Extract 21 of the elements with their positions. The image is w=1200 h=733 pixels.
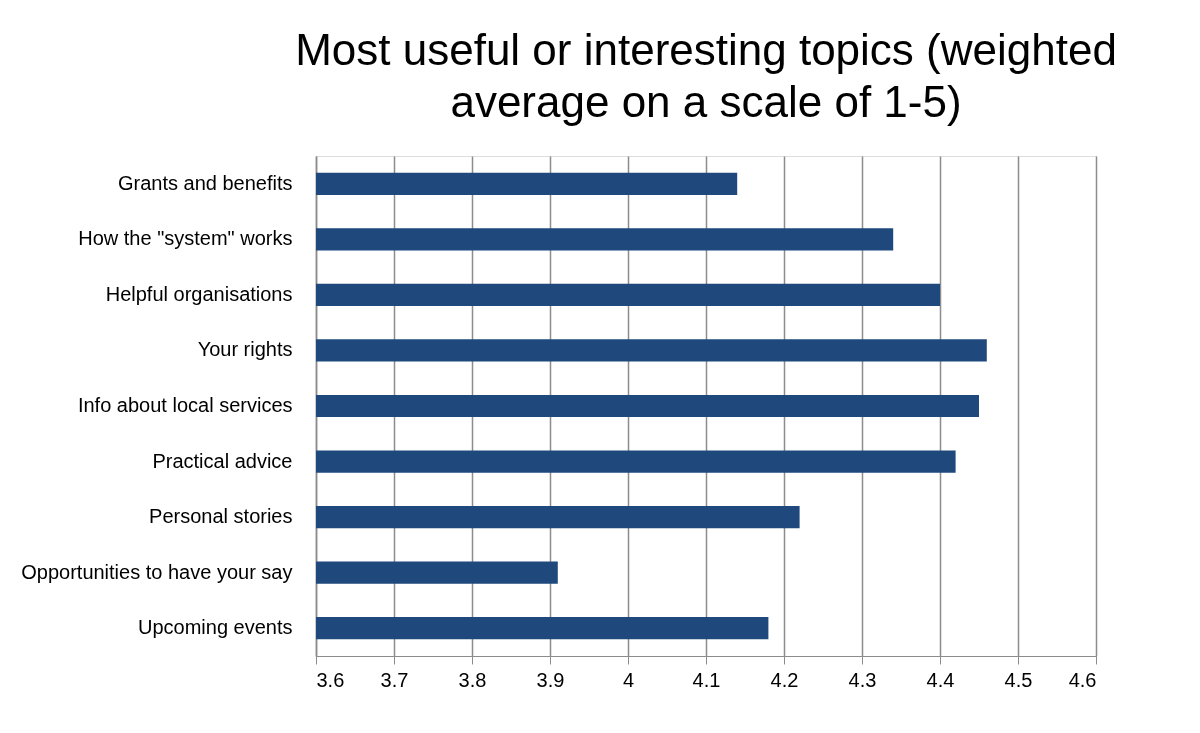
- x-tick-label: 3.6: [316, 668, 345, 691]
- y-tick-label: How the "system" works: [78, 227, 293, 250]
- x-tick-label: 4.1: [692, 668, 721, 691]
- x-tick-label: 4.6: [1068, 668, 1097, 691]
- y-tick-label: Upcoming events: [137, 616, 293, 639]
- x-tick-label: 3.9: [536, 668, 565, 691]
- y-tick-label: Helpful organisations: [105, 282, 293, 305]
- y-tick-label: Personal stories: [149, 505, 293, 528]
- x-tick-label: 4.4: [926, 668, 955, 691]
- x-tick-label: 4.5: [1004, 668, 1033, 691]
- y-tick-label: Grants and benefits: [117, 171, 293, 194]
- chart-title: Most useful or interesting topics (weighted average on a scale of 1-5): [295, 25, 1117, 126]
- x-tick-label: 4.3: [848, 668, 877, 691]
- y-tick-label: Opportunities to have your say: [21, 560, 293, 583]
- x-tick-label: 4: [622, 668, 635, 691]
- x-tick-label: 4.2: [770, 668, 799, 691]
- x-tick-label: 3.8: [458, 668, 487, 691]
- y-tick-label: Practical advice: [152, 449, 293, 472]
- y-tick-label: Your rights: [197, 338, 293, 361]
- x-tick-label: 3.7: [380, 668, 409, 691]
- y-tick-label: Info about local services: [77, 394, 293, 416]
